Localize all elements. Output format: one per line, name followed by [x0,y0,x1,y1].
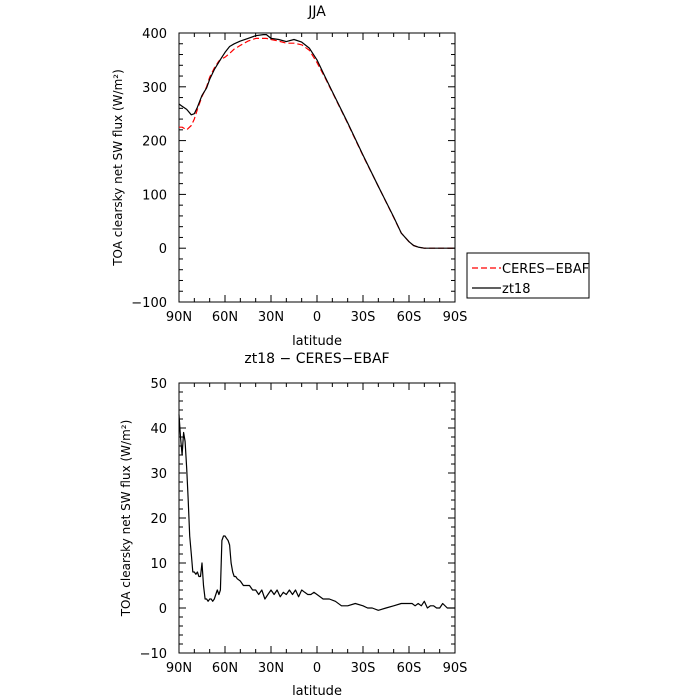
y-tick-label: 200 [142,135,167,150]
y-tick-label: 0 [159,602,167,617]
y-tick-label: 100 [142,188,167,203]
x-axis-label: latitude [292,684,342,699]
chart-panel-1: JJA 90N 60N 30N 0 30S 60S 90S −100 0 100 200 300 400 l… [111,4,590,349]
series-line-zt18 [178,33,455,249]
x-tick-label: 60S [397,310,422,325]
x-tick-label: 90S [443,661,468,676]
series-line-ceres-ebaf [179,37,455,249]
x-tick-label: 30N [258,661,284,676]
legend: CERES−EBAF zt18 [466,252,590,299]
x-tick-label: 90S [443,310,468,325]
y-tick-label: 40 [150,422,167,437]
y-tick-label: 10 [150,557,167,572]
legend-box [466,252,590,299]
x-tick-label: 30S [351,310,376,325]
x-axis-label: latitude [292,334,342,349]
y-axis-label: TOA clearsky net SW flux (W/m²) [111,69,125,267]
chart-title: zt18 − CERES−EBAF [244,351,389,367]
x-tick-label: 90N [166,661,192,676]
legend-entry: zt18 [502,282,530,297]
legend-entry: CERES−EBAF [502,262,589,277]
x-tick-label: 30N [258,310,284,325]
x-tick-label: 60S [397,661,422,676]
x-tick-label: 90N [166,310,192,325]
y-tick-label: −100 [131,296,167,311]
y-tick-label: 20 [150,512,167,527]
x-tick-label: 30S [351,661,376,676]
x-tick-label: 0 [313,310,321,325]
x-tick-label: 0 [313,661,321,676]
chart-title: JJA [307,4,326,20]
y-tick-label: 300 [142,81,167,96]
y-tick-label: 0 [159,242,167,257]
y-tick-label: 30 [150,467,167,482]
y-tick-label: 400 [142,27,167,42]
y-tick-label: 50 [150,377,167,392]
x-tick-label: 60N [212,310,238,325]
x-tick-label: 60N [212,661,238,676]
y-axis-label: TOA clearsky net SW flux (W/m²) [119,420,133,618]
series-line-zt18 [178,414,455,611]
chart-panel-2: zt18 − CERES−EBAF 90N 60N 30N 0 30S 60S 90S −10 0… [119,351,467,699]
plot-frame [178,382,456,654]
plot-frame [178,32,456,303]
y-tick-label: −10 [140,647,167,662]
